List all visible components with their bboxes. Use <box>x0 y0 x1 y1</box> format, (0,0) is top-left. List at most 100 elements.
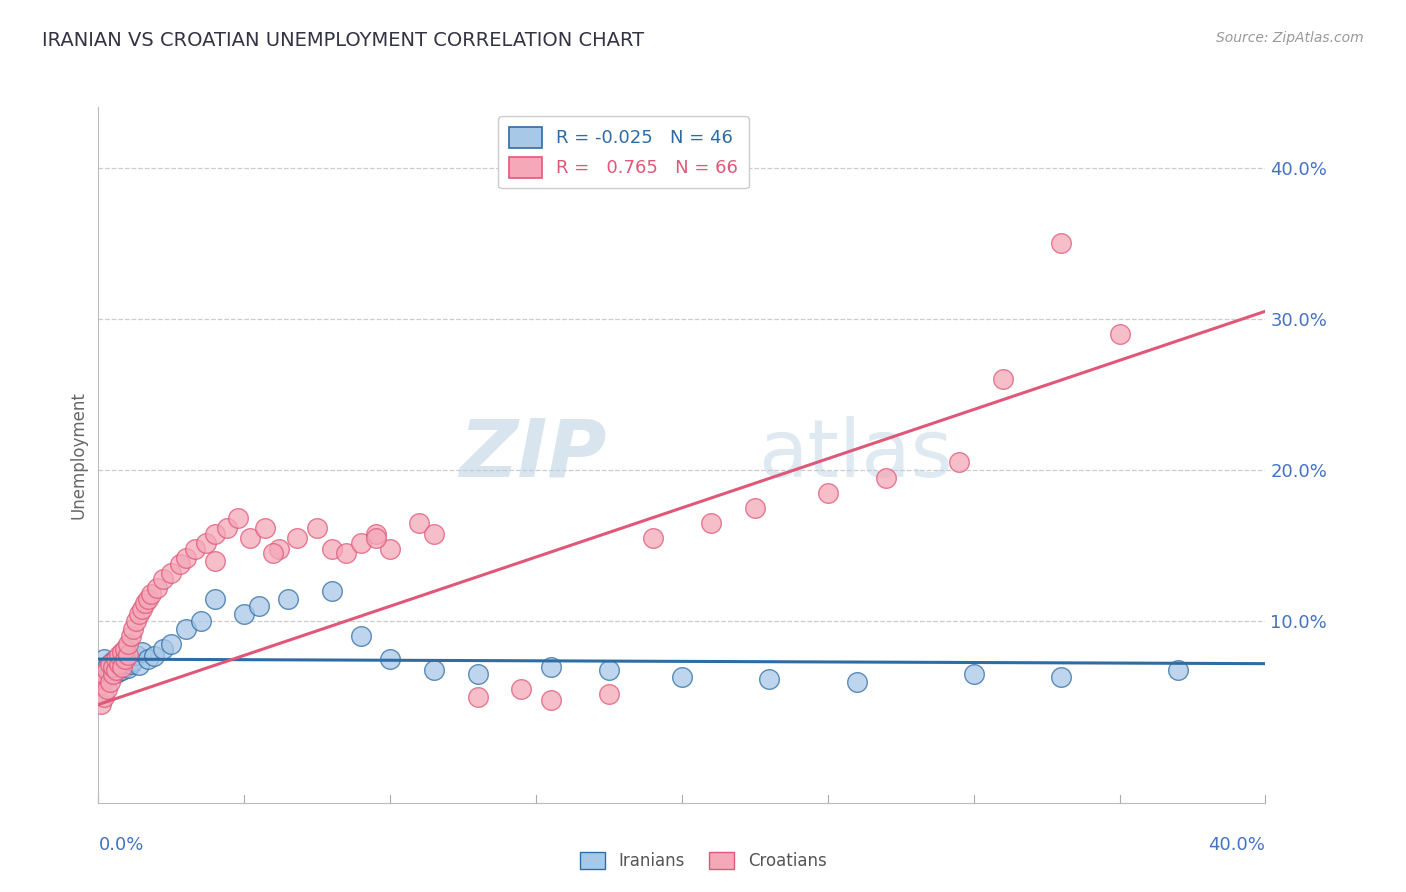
Point <box>269 541 291 556</box>
Point <box>758 672 780 686</box>
Point <box>108 655 131 669</box>
Point <box>307 520 329 534</box>
Point <box>96 659 118 673</box>
Point <box>169 557 191 571</box>
Legend: Iranians, Croatians: Iranians, Croatians <box>575 847 831 875</box>
Point <box>134 596 156 610</box>
Point <box>277 591 299 606</box>
Point <box>120 657 142 671</box>
Point <box>204 526 226 541</box>
Point <box>136 652 159 666</box>
Point <box>641 531 664 545</box>
Point <box>117 637 139 651</box>
Point <box>131 644 153 658</box>
Point <box>101 667 124 681</box>
Point <box>104 658 127 673</box>
Point <box>90 672 112 686</box>
Point <box>146 581 169 595</box>
Text: IRANIAN VS CROATIAN UNEMPLOYMENT CORRELATION CHART: IRANIAN VS CROATIAN UNEMPLOYMENT CORRELA… <box>42 31 644 50</box>
Point <box>239 531 262 545</box>
Point <box>96 670 118 684</box>
Point <box>131 602 153 616</box>
Point <box>139 587 162 601</box>
Text: atlas: atlas <box>758 416 952 494</box>
Point <box>253 520 276 534</box>
Point <box>122 654 145 668</box>
Point <box>174 622 197 636</box>
Point <box>93 667 115 681</box>
Point <box>160 637 183 651</box>
Point <box>204 554 226 568</box>
Point <box>204 591 226 606</box>
Point <box>378 652 402 666</box>
Point <box>117 661 139 675</box>
Point <box>408 516 430 530</box>
Point <box>183 541 205 556</box>
Point <box>125 648 148 662</box>
Point <box>510 682 533 697</box>
Point <box>114 652 136 666</box>
Point <box>817 485 839 500</box>
Point <box>122 622 145 636</box>
Text: 0.0%: 0.0% <box>98 836 143 854</box>
Point <box>321 584 343 599</box>
Point <box>152 572 174 586</box>
Point <box>104 665 127 680</box>
Point <box>262 546 284 560</box>
Point <box>190 615 212 629</box>
Point <box>364 526 387 541</box>
Point <box>101 654 124 668</box>
Point <box>104 663 127 677</box>
Point <box>90 698 112 712</box>
Point <box>114 659 136 673</box>
Point <box>350 535 373 549</box>
Point <box>152 641 174 656</box>
Point <box>96 682 118 697</box>
Point <box>335 546 357 560</box>
Text: 40.0%: 40.0% <box>1209 836 1265 854</box>
Point <box>215 520 238 534</box>
Point <box>174 550 197 565</box>
Point <box>423 526 446 541</box>
Text: ZIP: ZIP <box>458 416 606 494</box>
Point <box>598 687 620 701</box>
Point <box>101 661 124 675</box>
Point <box>991 372 1014 386</box>
Point <box>247 599 270 614</box>
Point <box>98 674 121 689</box>
Point <box>117 650 139 665</box>
Point <box>195 535 218 549</box>
Point <box>104 652 127 666</box>
Point <box>233 607 256 621</box>
Point <box>98 667 121 681</box>
Point <box>128 607 150 621</box>
Point <box>467 690 489 704</box>
Point <box>90 678 112 692</box>
Point <box>98 657 121 671</box>
Point <box>378 541 402 556</box>
Point <box>111 663 134 677</box>
Point <box>1050 236 1073 251</box>
Point <box>120 629 142 643</box>
Point <box>93 652 115 666</box>
Point <box>125 615 148 629</box>
Point <box>111 659 134 673</box>
Point <box>423 663 446 677</box>
Point <box>136 591 159 606</box>
Point <box>96 663 118 677</box>
Point <box>98 657 121 671</box>
Y-axis label: Unemployment: Unemployment <box>69 391 87 519</box>
Point <box>93 690 115 704</box>
Point <box>285 531 308 545</box>
Point <box>700 516 723 530</box>
Point <box>321 541 343 556</box>
Point <box>142 649 165 664</box>
Point <box>540 693 562 707</box>
Point <box>101 659 124 673</box>
Point <box>948 455 970 469</box>
Legend: R = -0.025   N = 46, R =   0.765   N = 66: R = -0.025 N = 46, R = 0.765 N = 66 <box>498 116 749 188</box>
Point <box>93 663 115 677</box>
Point <box>845 674 868 689</box>
Point <box>111 644 134 658</box>
Point <box>364 531 387 545</box>
